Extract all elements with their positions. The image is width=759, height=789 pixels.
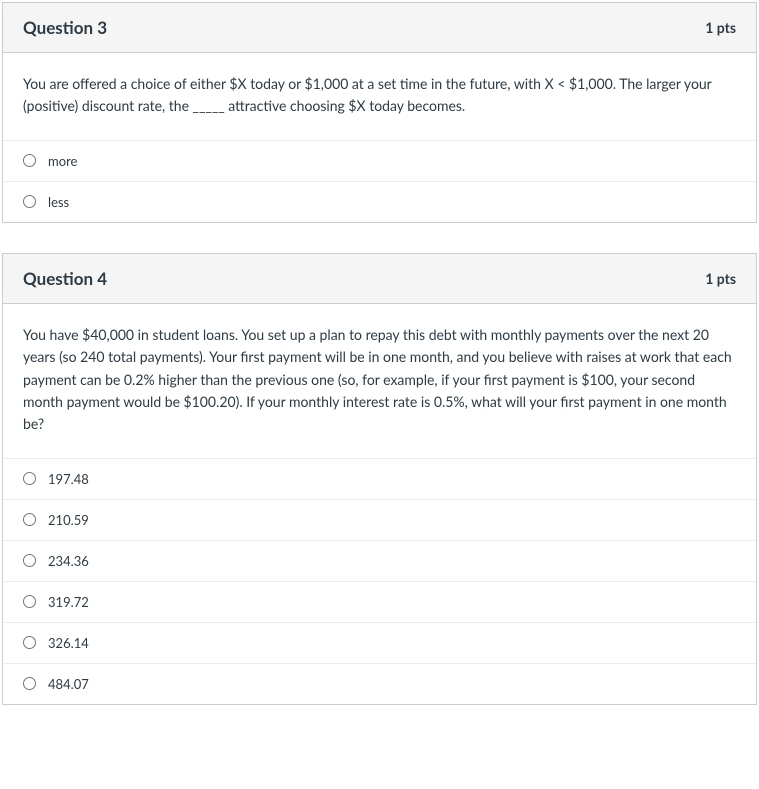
- option-label[interactable]: 197.48: [48, 471, 89, 487]
- question-prompt: You are offered a choice of either $X to…: [23, 73, 736, 118]
- question-prompt: You have $40,000 in student loans. You s…: [23, 324, 736, 436]
- option-radio[interactable]: [23, 195, 36, 208]
- option-row[interactable]: more: [3, 141, 756, 182]
- option-row[interactable]: less: [3, 182, 756, 222]
- option-label[interactable]: 484.07: [48, 676, 89, 692]
- question-card-3: Question 3 1 pts You are offered a choic…: [2, 2, 757, 223]
- option-radio[interactable]: [23, 513, 36, 526]
- question-header: Question 4 1 pts: [3, 254, 756, 304]
- option-label[interactable]: less: [48, 194, 69, 210]
- options-list: 197.48 210.59 234.36 319.72 326.14 484.0…: [3, 458, 756, 704]
- option-row[interactable]: 197.48: [3, 459, 756, 500]
- question-title: Question 3: [23, 17, 107, 38]
- option-radio[interactable]: [23, 154, 36, 167]
- question-body: You are offered a choice of either $X to…: [3, 53, 756, 222]
- option-radio[interactable]: [23, 677, 36, 690]
- option-radio[interactable]: [23, 554, 36, 567]
- option-label[interactable]: 326.14: [48, 635, 89, 651]
- option-row[interactable]: 326.14: [3, 623, 756, 664]
- option-row[interactable]: 210.59: [3, 500, 756, 541]
- option-label[interactable]: 234.36: [48, 553, 89, 569]
- option-radio[interactable]: [23, 636, 36, 649]
- option-label[interactable]: more: [48, 153, 77, 169]
- option-row[interactable]: 234.36: [3, 541, 756, 582]
- question-body: You have $40,000 in student loans. You s…: [3, 304, 756, 704]
- option-radio[interactable]: [23, 472, 36, 485]
- question-points: 1 pts: [705, 19, 736, 36]
- question-points: 1 pts: [705, 270, 736, 287]
- option-label[interactable]: 210.59: [48, 512, 89, 528]
- option-row[interactable]: 484.07: [3, 664, 756, 704]
- question-header: Question 3 1 pts: [3, 3, 756, 53]
- question-title: Question 4: [23, 268, 107, 289]
- option-label[interactable]: 319.72: [48, 594, 89, 610]
- question-card-4: Question 4 1 pts You have $40,000 in stu…: [2, 253, 757, 705]
- option-row[interactable]: 319.72: [3, 582, 756, 623]
- option-radio[interactable]: [23, 595, 36, 608]
- options-list: more less: [3, 140, 756, 222]
